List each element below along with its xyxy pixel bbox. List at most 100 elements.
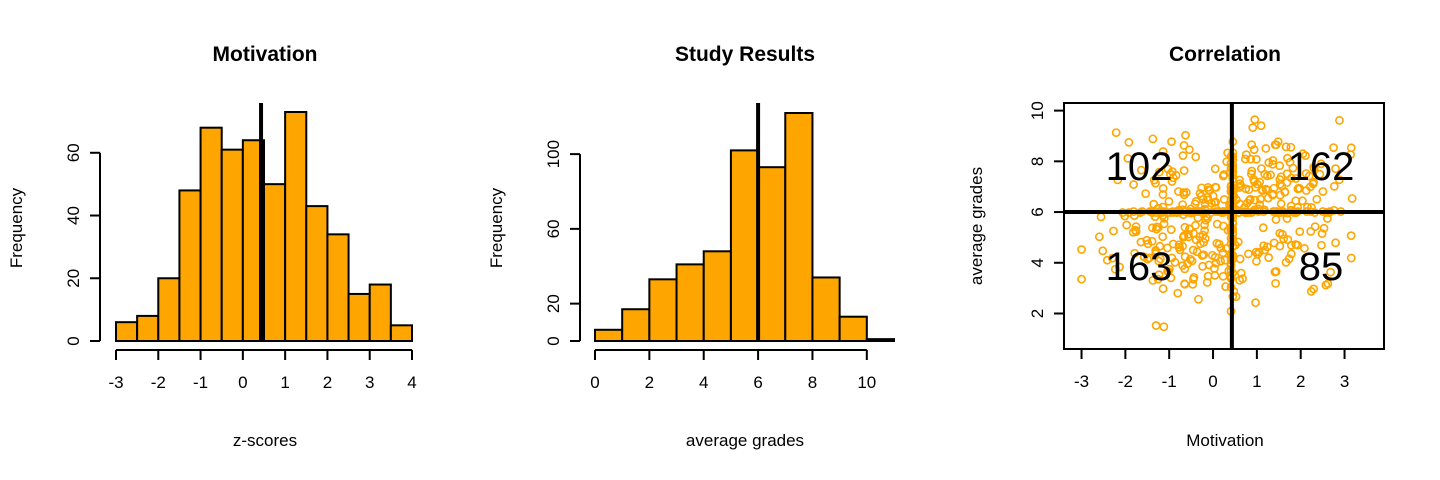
study-results-bars [594, 103, 895, 343]
scatter-point [1210, 164, 1220, 174]
study-results-y-tick-label: 100 [544, 140, 563, 168]
scatter-point [1210, 252, 1220, 262]
scatter-point [1148, 134, 1158, 144]
motivation-y-tick-label: 20 [64, 269, 83, 288]
scatter-point [1286, 240, 1296, 250]
scatter-point [1315, 169, 1325, 179]
scatter-point [1184, 229, 1193, 239]
scatter-point [1241, 150, 1251, 160]
study-results-x-tick-label: 2 [645, 373, 654, 392]
scatter-point [1159, 322, 1169, 332]
scatter-point [1301, 169, 1311, 178]
scatter-point [1124, 137, 1134, 147]
scatter-point [1164, 196, 1174, 206]
correlation-y-tick-label: 2 [1028, 309, 1047, 318]
scatter-point [1122, 220, 1132, 230]
scatter-point [1326, 267, 1335, 277]
motivation-x-tick-label: 1 [280, 373, 289, 392]
motivation-bar [263, 183, 287, 342]
scatter-point [1077, 245, 1086, 254]
scatter-point [1321, 280, 1331, 290]
scatter-point [1179, 140, 1189, 150]
study-results-y-tick-label: 20 [544, 294, 563, 313]
scatter-point [1179, 166, 1189, 175]
study-results-bar [838, 315, 868, 343]
scatter-point [1323, 279, 1333, 289]
scatter-point [1111, 128, 1121, 138]
scatter-point [1275, 161, 1285, 171]
scatter-point [1202, 278, 1212, 287]
scatter-point [1191, 196, 1201, 206]
scatter-point [1331, 164, 1340, 174]
scatter-point [1188, 274, 1198, 284]
scatter-point [1256, 194, 1265, 204]
scatter-point [1310, 222, 1320, 232]
motivation-histogram-panel: Motivation z-scores Frequency -3 -2 -1 0 1 2 3… [7, 43, 417, 450]
scatter-point [1260, 169, 1270, 179]
scatter-point [1153, 222, 1163, 232]
motivation-y-tick-label: 60 [64, 143, 83, 162]
motivation-bar [157, 277, 181, 343]
motivation-bar [284, 111, 308, 342]
study-results-bar [648, 278, 678, 343]
study-results-bar [784, 112, 814, 342]
scatter-point [1178, 200, 1187, 210]
motivation-x-tick-label: -3 [108, 373, 123, 392]
study-results-bar [729, 149, 760, 342]
scatter-point [1130, 248, 1140, 258]
study-results-bar [621, 308, 651, 343]
scatter-point [1318, 187, 1328, 196]
scatter-point [1191, 152, 1201, 162]
correlation-x-tick-label: -2 [1118, 372, 1133, 391]
scatter-point [1115, 262, 1124, 272]
correlation-y-tick-label: 4 [1028, 258, 1047, 267]
correlation-y-tick-label: 10 [1028, 101, 1047, 120]
scatter-point [1271, 278, 1280, 288]
scatter-point [1301, 186, 1311, 195]
correlation-x-tick-label: 0 [1208, 372, 1217, 391]
scatter-point [1271, 267, 1281, 276]
scatter-point [1187, 256, 1197, 266]
scatter-point [1308, 179, 1318, 189]
scatter-point [1264, 253, 1274, 263]
scatter-point [1253, 249, 1262, 259]
scatter-point [1194, 294, 1203, 304]
scatter-point [1163, 164, 1173, 174]
motivation-bar [305, 205, 329, 342]
scatter-point [1275, 190, 1285, 200]
scatter-point [1346, 150, 1355, 159]
scatter-point [1293, 240, 1302, 250]
scatter-point [1175, 242, 1184, 252]
motivation-bar [136, 314, 160, 343]
motivation-bar [368, 283, 392, 342]
scatter-point [1179, 188, 1189, 197]
scatter-point [1151, 245, 1161, 255]
scatter-point [1331, 238, 1340, 248]
scatter-point [1167, 177, 1177, 186]
scatter-point [1165, 264, 1174, 274]
scatter-point [1275, 179, 1285, 189]
scatter-point [1163, 266, 1172, 276]
study-results-title: Study Results [675, 43, 815, 66]
motivation-bar [389, 324, 414, 342]
scatter-point [1171, 170, 1181, 180]
scatter-point [1250, 195, 1260, 205]
correlation-y-tick-label: 6 [1028, 207, 1047, 216]
scatter-point [1166, 273, 1176, 283]
correlation-axes: -3 -2 -1 0 1 2 3 2 4 6 8 10 [1028, 101, 1385, 391]
correlation-x-tick-label: 1 [1252, 372, 1261, 391]
quadrant-count-bottom-left: 163 [1106, 245, 1173, 289]
scatter-point [1216, 243, 1226, 253]
scatter-point [1141, 189, 1150, 198]
scatter-point [1251, 298, 1260, 308]
scatter-point [1256, 121, 1266, 131]
scatter-point [1248, 123, 1258, 133]
scatter-point [1300, 243, 1309, 253]
correlation-x-tick-label: 2 [1296, 372, 1305, 391]
scatter-point [1269, 238, 1279, 248]
scatter-point [1238, 274, 1247, 283]
study-results-x-tick-label: 6 [753, 373, 762, 392]
scatter-point [1317, 229, 1327, 238]
